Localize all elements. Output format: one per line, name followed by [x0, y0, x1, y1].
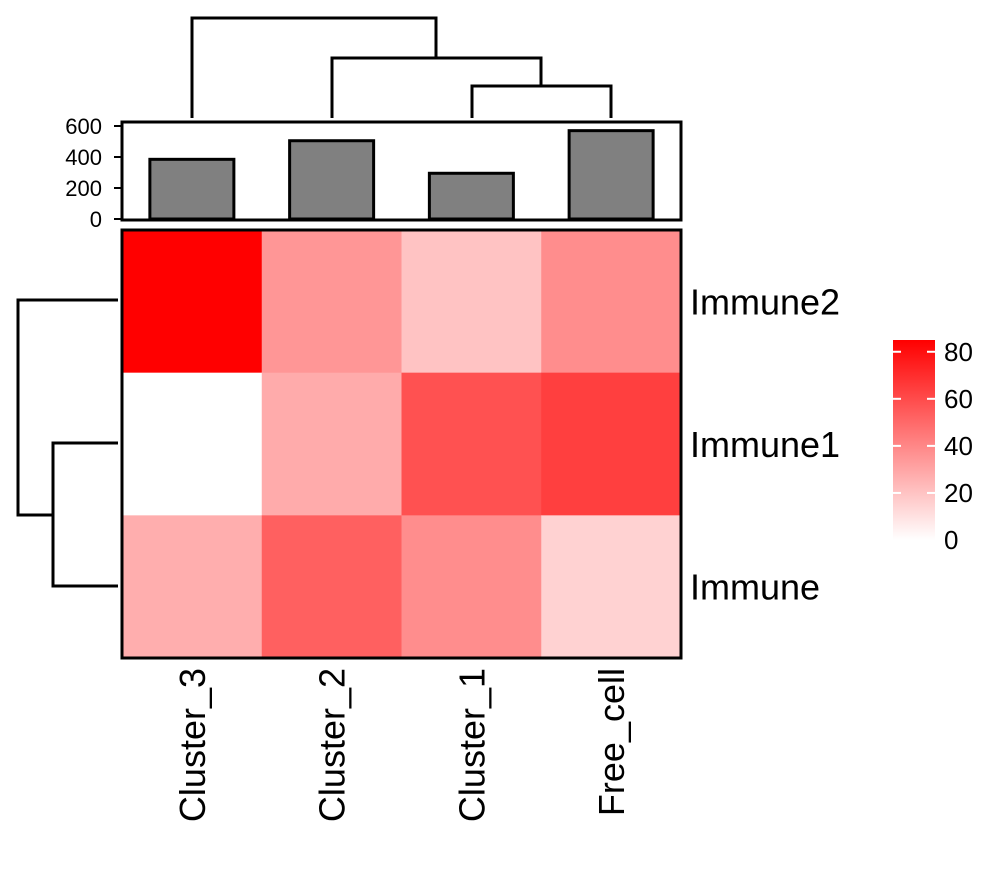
heatmap-cell-immune-cluster_2: [261, 515, 402, 659]
column-label: Cluster_3: [172, 668, 213, 822]
legend-tick-label: 20: [944, 478, 973, 508]
heatmap-cell-immune-cluster_1: [401, 515, 542, 659]
heatmap-cell-immune2-cluster_2: [261, 230, 402, 374]
heatmap-cell-immune-cluster_3: [122, 515, 263, 659]
bar-annotation-bars: [148, 129, 655, 221]
column-label: Cluster_2: [312, 668, 353, 822]
row-dendro-link-1: [51, 441, 118, 588]
row-dendrogram: [16, 298, 118, 588]
legend-tick-label: 80: [944, 337, 973, 367]
col-dendro-link-3: [190, 16, 438, 118]
heatmap-cell-immune2-cluster_1: [401, 230, 542, 374]
heatmap-cell-immune1-cluster_1: [401, 372, 542, 516]
bar-annotation-frame: [120, 120, 683, 222]
row-labels: Immune2 Immune1 Immune: [690, 281, 840, 607]
annotation-bar-cluster_2: [288, 139, 376, 221]
legend-tick-label: 0: [944, 525, 958, 555]
row-label: Immune1: [690, 424, 840, 465]
heatmap-cell-immune2-cluster_3: [122, 230, 263, 374]
bar-axis-tick-label: 200: [65, 176, 102, 201]
column-label: Free_cell: [591, 668, 632, 816]
color-legend: 0 20 40 60 80: [893, 337, 973, 555]
col-dendro-link-2: [330, 56, 543, 118]
heatmap-cell-immune1-free_cell: [541, 372, 682, 516]
bar-axis-tick-label: 400: [65, 145, 102, 170]
row-dendro-link-2: [16, 298, 118, 517]
heatmap-cell-immune2-free_cell: [541, 230, 682, 374]
row-label: Immune: [690, 567, 820, 608]
heatmap-cell-immune1-cluster_3: [122, 372, 263, 516]
column-dendrogram: [190, 16, 613, 118]
col-dendro-link-1: [470, 84, 613, 118]
column-label: Cluster_1: [451, 668, 492, 822]
bar-annotation-axis: 0 200 400 600: [65, 114, 122, 232]
legend-tick-label: 60: [944, 384, 973, 414]
heatmap-frame: [120, 228, 683, 660]
heatmap-cell-immune-free_cell: [541, 515, 682, 659]
annotation-bar-cluster_3: [148, 157, 236, 221]
row-label: Immune2: [690, 281, 840, 322]
heatmap-cell-immune1-cluster_2: [261, 372, 402, 516]
annotation-bar-free_cell: [567, 129, 655, 221]
annotation-bar-cluster_1: [427, 171, 515, 221]
bar-annotation: 0 200 400 600: [65, 114, 683, 232]
bar-axis-tick-label: 600: [65, 114, 102, 139]
legend-ticks: 0 20 40 60 80: [893, 337, 973, 555]
legend-color-bar: [893, 340, 935, 540]
bar-axis-tick-label: 0: [90, 207, 102, 232]
heatmap-cells: [122, 230, 682, 659]
column-labels: Cluster_3 Cluster_2 Cluster_1 Free_cell: [172, 668, 632, 822]
legend-tick-label: 40: [944, 431, 973, 461]
